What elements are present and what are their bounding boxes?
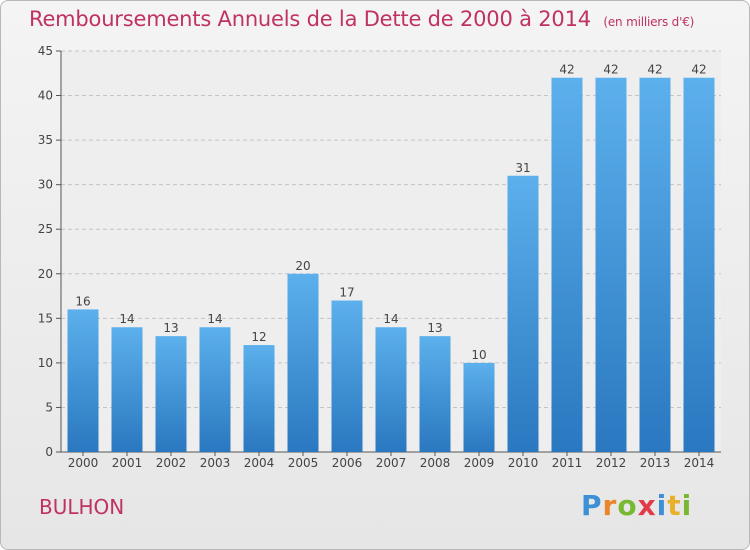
bar-value-label: 31 bbox=[515, 161, 530, 175]
y-tick-label: 35 bbox=[38, 133, 53, 147]
bar bbox=[375, 327, 407, 452]
bar bbox=[287, 273, 319, 452]
bar-value-label: 10 bbox=[471, 348, 486, 362]
bar-value-label: 13 bbox=[163, 321, 178, 335]
x-tick-label: 2009 bbox=[464, 456, 495, 470]
bar bbox=[551, 77, 583, 452]
y-tick-label: 40 bbox=[38, 89, 53, 103]
bar-value-label: 12 bbox=[251, 330, 266, 344]
logo-letter: i bbox=[656, 489, 668, 522]
bar bbox=[243, 345, 275, 452]
x-tick-label: 2003 bbox=[200, 456, 231, 470]
bar-value-label: 16 bbox=[75, 294, 90, 308]
logo-letter: r bbox=[602, 489, 618, 522]
y-tick-label: 30 bbox=[38, 178, 53, 192]
bar bbox=[595, 77, 627, 452]
x-tick-label: 2013 bbox=[640, 456, 671, 470]
bar bbox=[683, 77, 715, 452]
y-tick-label: 10 bbox=[38, 356, 53, 370]
x-tick-label: 2007 bbox=[376, 456, 407, 470]
bar bbox=[463, 362, 495, 452]
logo-letter: P bbox=[581, 489, 603, 522]
y-tick-label: 0 bbox=[45, 445, 53, 459]
bar-value-label: 14 bbox=[119, 312, 134, 326]
chart-title: Remboursements Annuels de la Dette de 20… bbox=[29, 7, 694, 31]
x-tick-label: 2006 bbox=[332, 456, 363, 470]
y-tick-label: 15 bbox=[38, 311, 53, 325]
bar bbox=[331, 300, 363, 452]
bar-value-label: 17 bbox=[339, 286, 354, 300]
proxiti-logo: Proxiti bbox=[581, 489, 692, 522]
bar bbox=[507, 175, 539, 452]
commune-name: BULHON bbox=[39, 495, 125, 519]
y-tick-label: 5 bbox=[45, 400, 53, 414]
y-tick-label: 25 bbox=[38, 222, 53, 236]
logo-letter: t bbox=[667, 489, 682, 522]
bar bbox=[199, 327, 231, 452]
bar bbox=[155, 336, 187, 452]
y-tick-label: 45 bbox=[38, 44, 53, 58]
logo-letter: x bbox=[637, 489, 657, 522]
logo-letter: i bbox=[681, 489, 693, 522]
bar-value-label: 42 bbox=[691, 63, 706, 77]
x-tick-label: 2001 bbox=[112, 456, 143, 470]
chart-title-text: Remboursements Annuels de la Dette de 20… bbox=[29, 7, 591, 31]
x-tick-label: 2010 bbox=[508, 456, 539, 470]
x-tick-label: 2004 bbox=[244, 456, 275, 470]
chart-subtitle: (en milliers d'€) bbox=[603, 15, 695, 29]
bar-value-label: 42 bbox=[647, 63, 662, 77]
bar bbox=[67, 309, 99, 452]
bar bbox=[639, 77, 671, 452]
x-tick-label: 2012 bbox=[596, 456, 627, 470]
y-tick-label: 20 bbox=[38, 267, 53, 281]
bar bbox=[111, 327, 143, 452]
x-tick-label: 2002 bbox=[156, 456, 187, 470]
bar-value-label: 42 bbox=[559, 63, 574, 77]
bar-value-label: 14 bbox=[207, 312, 222, 326]
x-tick-label: 2005 bbox=[288, 456, 319, 470]
x-tick-label: 2014 bbox=[684, 456, 715, 470]
x-tick-label: 2000 bbox=[68, 456, 99, 470]
bar-value-label: 13 bbox=[427, 321, 442, 335]
bar-value-label: 14 bbox=[383, 312, 398, 326]
logo-letter: o bbox=[617, 489, 638, 522]
bar-value-label: 20 bbox=[295, 259, 310, 273]
x-tick-label: 2011 bbox=[552, 456, 583, 470]
bar-value-label: 42 bbox=[603, 63, 618, 77]
x-tick-label: 2008 bbox=[420, 456, 451, 470]
bar bbox=[419, 336, 451, 452]
